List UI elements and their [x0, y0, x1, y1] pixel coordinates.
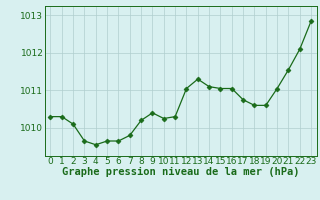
X-axis label: Graphe pression niveau de la mer (hPa): Graphe pression niveau de la mer (hPa) — [62, 167, 300, 177]
